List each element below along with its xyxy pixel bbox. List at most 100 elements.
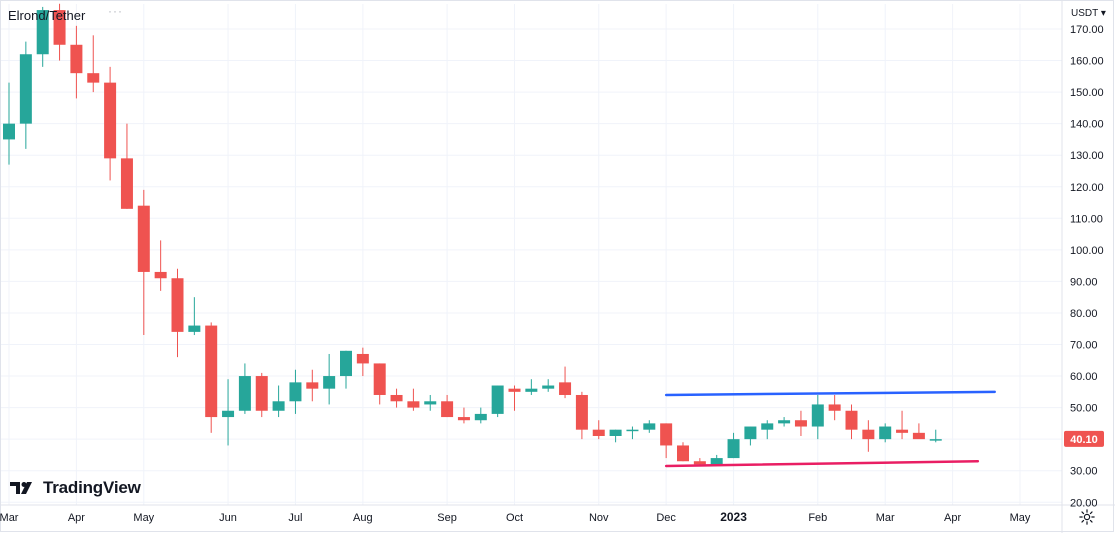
candle[interactable] [811, 394, 824, 440]
candle-body-down [171, 278, 184, 332]
candle[interactable] [87, 35, 100, 93]
candle[interactable] [407, 388, 420, 411]
candle-body-down [441, 401, 454, 418]
x-tick-label: 2023 [720, 510, 747, 524]
x-tick-label: Jul [288, 512, 302, 524]
candle[interactable] [289, 369, 302, 414]
candle[interactable] [744, 426, 757, 446]
candle[interactable] [222, 379, 235, 446]
chevron-down-icon: ▾ [1100, 8, 1106, 19]
logo-text: TradingView [43, 478, 141, 497]
candle[interactable] [929, 429, 942, 443]
candle[interactable] [609, 429, 622, 443]
candle[interactable] [19, 41, 32, 149]
candle[interactable] [238, 363, 251, 414]
candle[interactable] [154, 240, 167, 291]
candle[interactable] [36, 6, 49, 67]
x-tick-label: May [1010, 512, 1031, 524]
candle[interactable] [441, 394, 454, 418]
candle[interactable] [727, 432, 740, 459]
candle[interactable] [794, 410, 807, 436]
candle[interactable] [137, 189, 150, 336]
candle[interactable] [761, 420, 774, 440]
y-tick-label: 150.00 [1070, 87, 1104, 99]
candle[interactable] [53, 3, 66, 61]
candle-body-up [727, 439, 740, 459]
candle-body-up [542, 385, 555, 389]
support-trendline[interactable] [664, 459, 980, 468]
candle[interactable] [3, 82, 15, 165]
candle-body-down [896, 429, 909, 433]
candle[interactable] [542, 379, 555, 392]
candle-body-down [255, 376, 268, 411]
y-tick-label: 110.00 [1070, 213, 1103, 225]
candle[interactable] [592, 420, 605, 440]
candle-body-down [373, 363, 386, 395]
y-tick-label: 20.00 [1070, 497, 1098, 509]
candle[interactable] [677, 442, 689, 462]
candle[interactable] [356, 347, 369, 377]
candle-body-up [491, 385, 504, 414]
candle[interactable] [70, 25, 83, 99]
candle[interactable] [272, 385, 285, 418]
candle[interactable] [373, 363, 386, 405]
candle[interactable] [508, 385, 521, 411]
candle[interactable] [323, 353, 336, 405]
candle[interactable] [188, 297, 201, 336]
candle[interactable] [306, 369, 319, 402]
candle[interactable] [710, 454, 723, 465]
candle-body-down [53, 10, 66, 45]
y-tick-label: 60.00 [1070, 371, 1098, 383]
candle[interactable] [390, 388, 403, 408]
candle-body-up [36, 10, 49, 55]
candle-body-up [609, 429, 622, 436]
candle[interactable] [879, 423, 892, 443]
candle[interactable] [912, 423, 925, 440]
y-tick-label: 70.00 [1070, 340, 1098, 352]
candle[interactable] [693, 458, 706, 465]
candle[interactable] [474, 407, 487, 424]
candle-body-down [677, 445, 689, 462]
candle[interactable] [559, 366, 572, 399]
candle[interactable] [255, 372, 268, 418]
candle-body-down [137, 205, 150, 272]
gear-icon[interactable] [1078, 508, 1096, 526]
currency-selector[interactable]: USDT ▾ [1071, 8, 1106, 19]
candle[interactable] [845, 404, 858, 440]
candle-body-down [508, 388, 521, 392]
candle[interactable] [491, 385, 504, 418]
resistance-trendline[interactable] [664, 390, 996, 397]
candle[interactable] [828, 394, 841, 421]
y-tick-label: 50.00 [1070, 403, 1098, 415]
candle[interactable] [120, 123, 133, 209]
candle[interactable] [171, 268, 184, 358]
candle[interactable] [626, 426, 639, 440]
candle-body-down [862, 429, 875, 440]
currency-label: USDT [1071, 8, 1099, 19]
candle[interactable] [457, 407, 470, 424]
candle-body-down [794, 420, 807, 427]
candle[interactable] [643, 420, 656, 433]
candle[interactable] [205, 322, 218, 433]
candle[interactable] [896, 410, 909, 440]
candle-body-up [626, 429, 639, 432]
candle-body-down [390, 394, 403, 402]
candle-body-up [811, 404, 824, 427]
candle-body-up [778, 420, 791, 424]
candle[interactable] [575, 391, 588, 440]
candle-body-down [559, 382, 572, 395]
candle[interactable] [104, 66, 117, 181]
candle[interactable] [862, 420, 875, 452]
candle-body-down [828, 404, 841, 411]
candle-body-down [154, 271, 167, 279]
x-tick-label: Sep [437, 512, 457, 524]
candle[interactable] [525, 379, 538, 395]
candle[interactable] [778, 417, 791, 427]
more-dots-icon[interactable]: ··· [108, 4, 123, 18]
candle[interactable] [424, 394, 437, 411]
candle[interactable] [340, 350, 352, 389]
tradingview-logo[interactable]: TradingView [10, 478, 141, 498]
candle[interactable] [660, 423, 673, 459]
